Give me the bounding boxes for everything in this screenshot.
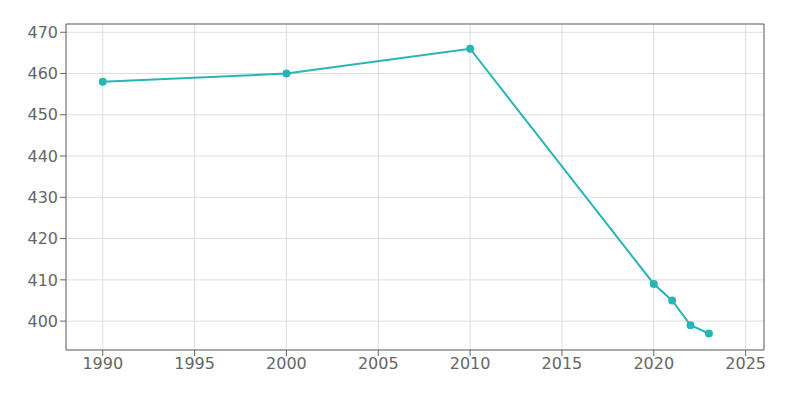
svg-text:430: 430: [27, 188, 58, 207]
svg-text:2020: 2020: [633, 354, 674, 373]
svg-text:2025: 2025: [725, 354, 766, 373]
svg-text:440: 440: [27, 147, 58, 166]
svg-text:1995: 1995: [174, 354, 215, 373]
svg-text:470: 470: [27, 23, 58, 42]
svg-text:420: 420: [27, 229, 58, 248]
svg-text:460: 460: [27, 64, 58, 83]
svg-text:2000: 2000: [266, 354, 307, 373]
svg-text:400: 400: [27, 312, 58, 331]
svg-text:410: 410: [27, 271, 58, 290]
svg-text:1990: 1990: [82, 354, 123, 373]
svg-text:450: 450: [27, 105, 58, 124]
svg-text:2005: 2005: [358, 354, 399, 373]
svg-text:2010: 2010: [450, 354, 491, 373]
svg-text:2015: 2015: [542, 354, 583, 373]
